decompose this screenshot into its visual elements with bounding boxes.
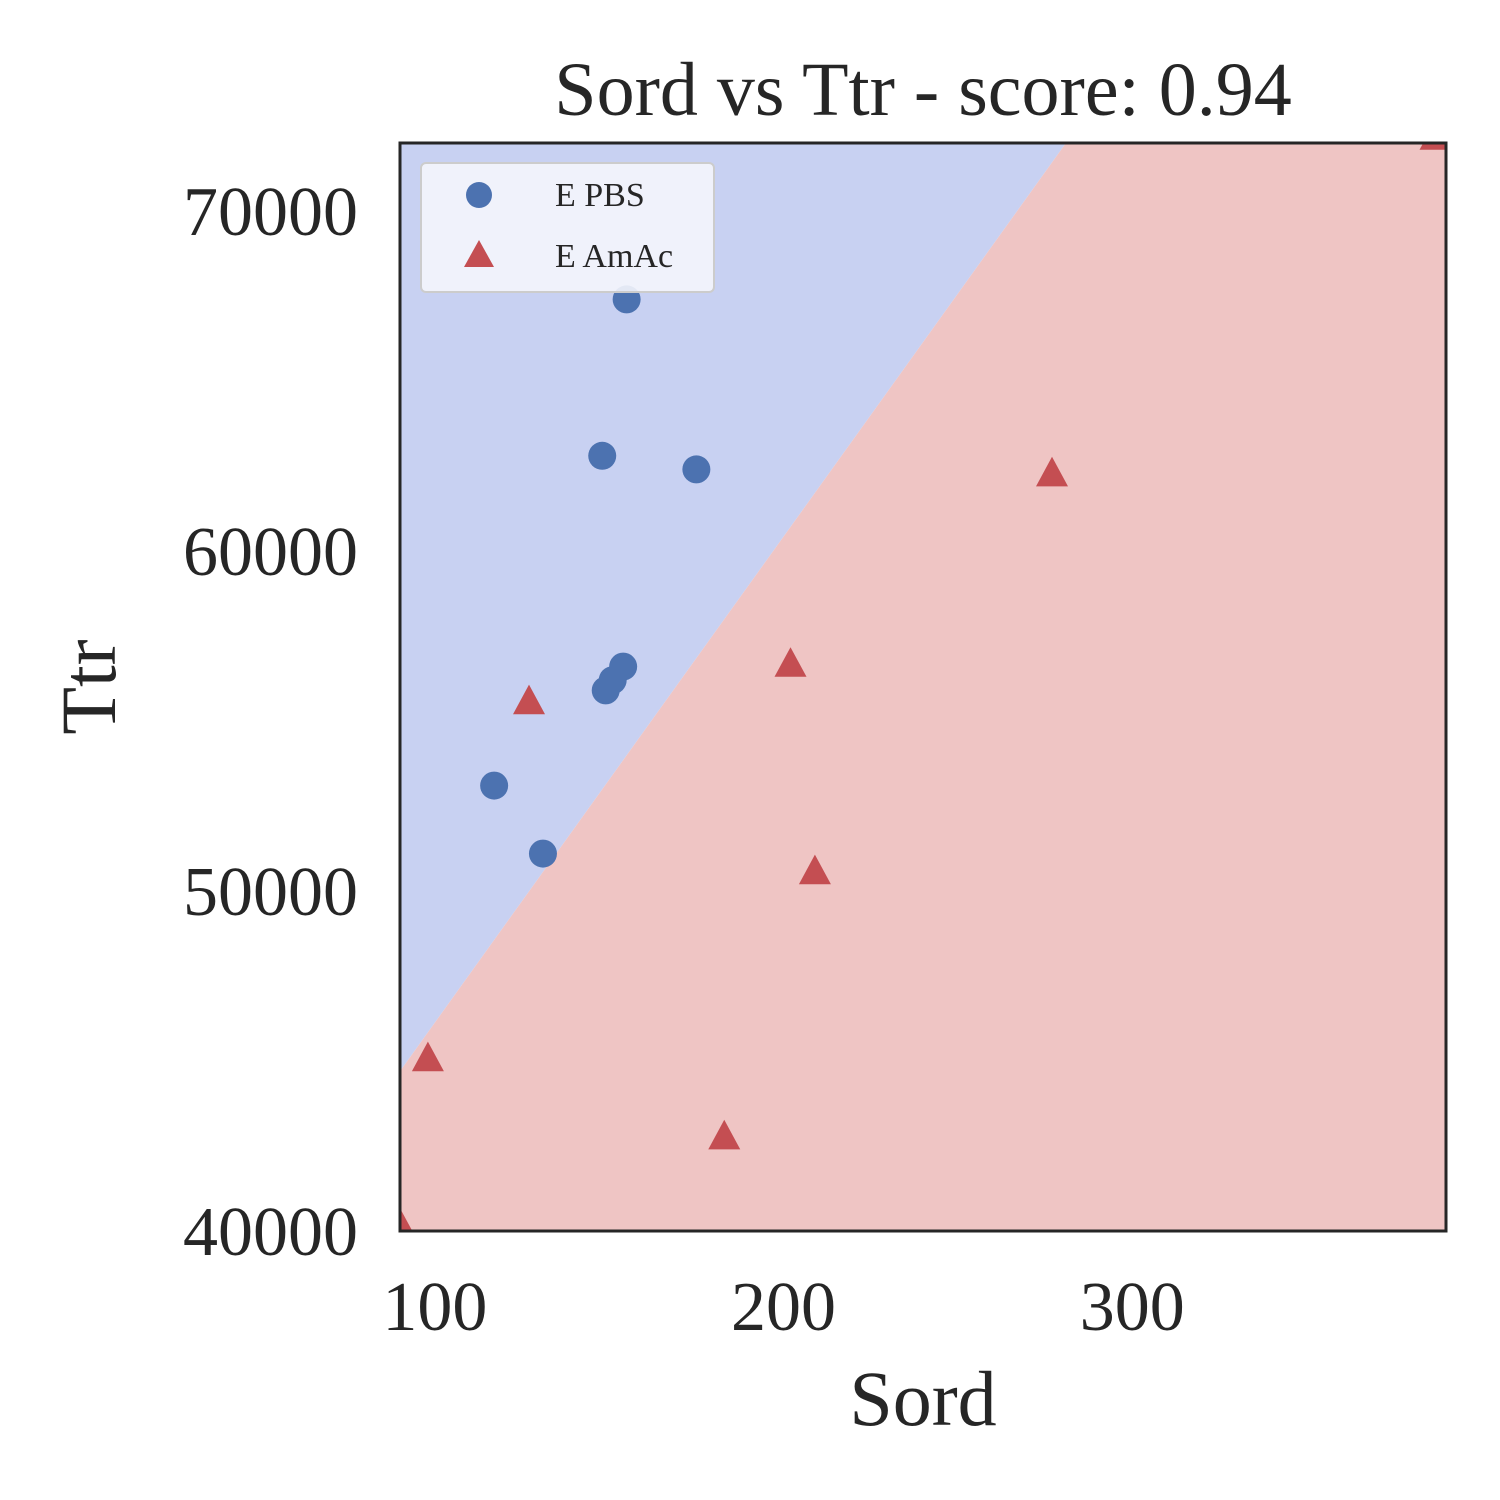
decision-regions: [400, 143, 1446, 1231]
legend-box: [420, 162, 715, 293]
legend-amac-marker-icon: [464, 240, 494, 267]
y-tick-label-1: 50000: [183, 854, 358, 931]
x-axis-label: Sord: [849, 1355, 996, 1442]
x-axis-ticks: 100 200 300: [382, 1269, 1184, 1346]
pbs-point-2: [682, 455, 711, 484]
pbs-point-6: [480, 771, 509, 800]
x-tick-label-1: 200: [731, 1269, 836, 1346]
legend-pbs-label: E PBS: [555, 177, 645, 214]
plot-frame: [398, 141, 1448, 1233]
y-tick-label-3: 70000: [183, 174, 358, 251]
y-axis-ticks: 40000 50000 60000 70000: [183, 174, 358, 1271]
y-tick-label-0: 40000: [183, 1194, 358, 1271]
x-tick-label-2: 300: [1080, 1269, 1185, 1346]
legend: E PBS E AmAc: [420, 162, 715, 293]
chart-title: Sord vs Ttr - score: 0.94: [554, 48, 1291, 132]
data-points: [400, 143, 1446, 1231]
x-tick-label-0: 100: [382, 1269, 487, 1346]
amac-point-2: [774, 647, 807, 677]
pbs-point-7: [528, 839, 557, 868]
amac-point-7: [400, 1208, 413, 1231]
amac-point-0: [1419, 143, 1446, 150]
y-tick-label-2: 60000: [183, 514, 358, 591]
pbs-point-5: [591, 676, 620, 705]
legend-pbs-marker-icon: [466, 182, 492, 208]
pbs-point-1: [588, 441, 617, 470]
amac-point-4: [798, 854, 831, 885]
y-axis-label: Ttr: [45, 639, 132, 734]
amac-point-1: [1036, 456, 1069, 487]
region-e-amac: [400, 143, 1446, 1231]
amac-point-6: [708, 1119, 741, 1150]
region-e-pbs: [400, 143, 1446, 1072]
legend-amac-label: E AmAc: [555, 238, 673, 275]
amac-point-3: [513, 684, 546, 715]
amac-point-5: [411, 1041, 444, 1072]
